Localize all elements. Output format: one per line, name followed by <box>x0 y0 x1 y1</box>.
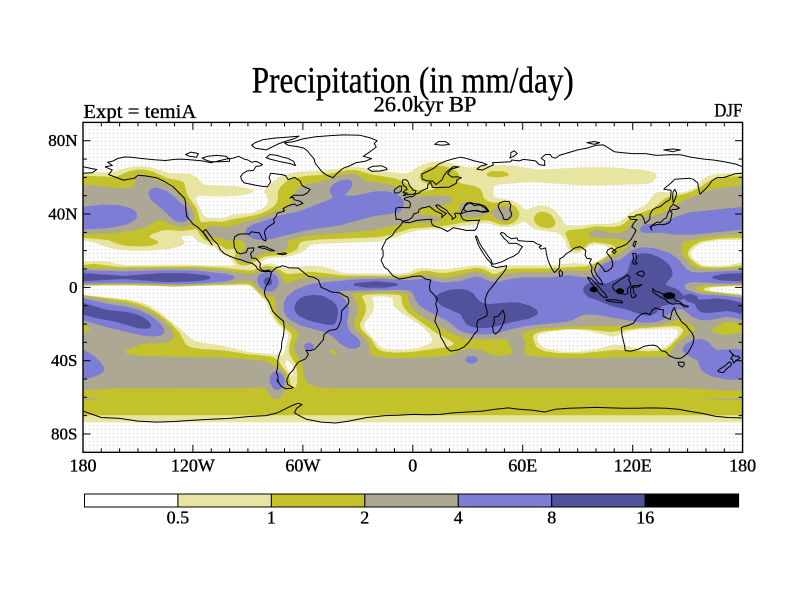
svg-text:0: 0 <box>69 278 78 297</box>
svg-text:60W: 60W <box>285 456 320 476</box>
svg-text:40N: 40N <box>48 205 77 224</box>
svg-text:120E: 120E <box>614 456 652 476</box>
svg-text:120W: 120W <box>171 456 215 476</box>
svg-text:1: 1 <box>267 508 276 528</box>
svg-text:0: 0 <box>408 456 417 476</box>
svg-text:4: 4 <box>454 508 463 528</box>
svg-text:40S: 40S <box>51 351 77 370</box>
svg-text:180: 180 <box>70 456 97 476</box>
svg-text:DJF: DJF <box>714 101 742 122</box>
svg-text:Expt = temiA: Expt = temiA <box>83 101 197 123</box>
svg-text:80S: 80S <box>51 425 77 444</box>
svg-text:Precipitation (in mm/day): Precipitation (in mm/day) <box>252 60 574 101</box>
svg-text:180: 180 <box>729 456 756 476</box>
svg-text:80N: 80N <box>48 131 77 150</box>
svg-text:0.5: 0.5 <box>167 508 190 528</box>
svg-text:26.0kyr BP: 26.0kyr BP <box>374 92 477 117</box>
svg-text:8: 8 <box>547 508 556 528</box>
svg-text:2: 2 <box>360 508 369 528</box>
svg-text:16: 16 <box>636 508 654 528</box>
svg-text:60E: 60E <box>508 456 537 476</box>
